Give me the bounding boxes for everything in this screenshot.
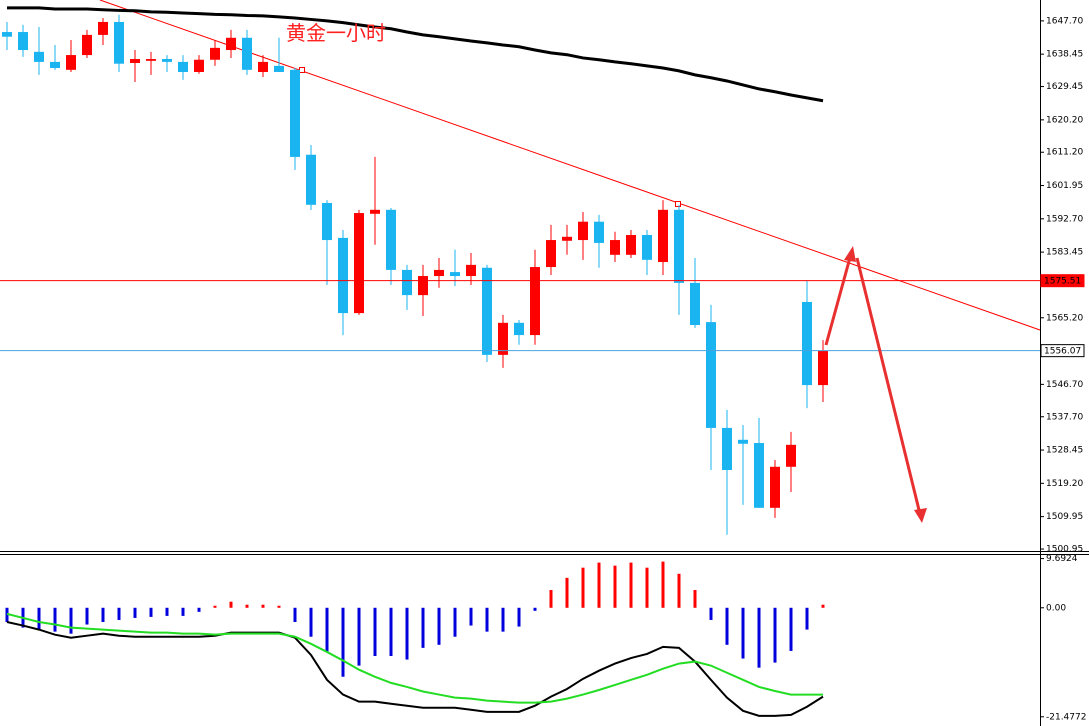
macd-line bbox=[6, 612, 823, 704]
candle-body bbox=[130, 59, 140, 63]
candle-body bbox=[162, 59, 172, 62]
trendline-anchor bbox=[675, 201, 681, 207]
arrow-head bbox=[844, 246, 856, 262]
candle-body bbox=[786, 444, 796, 467]
candle-body bbox=[226, 37, 236, 51]
candle-body bbox=[418, 276, 428, 296]
arrow-head bbox=[914, 508, 927, 523]
chart-title: 黄金一小时 bbox=[286, 21, 386, 45]
y-tick-label: 1647.70 bbox=[1046, 16, 1083, 26]
candle-body bbox=[18, 32, 28, 51]
candle-body bbox=[594, 221, 604, 243]
y-tick-label: 1509.95 bbox=[1046, 512, 1083, 522]
candle-body bbox=[498, 322, 508, 355]
candle-body bbox=[146, 59, 156, 61]
candle-body bbox=[626, 235, 636, 255]
y-tick-label: 1638.45 bbox=[1046, 50, 1083, 60]
y-tick-label: -21.4772 bbox=[1046, 712, 1086, 722]
candle-body bbox=[642, 235, 652, 260]
candle-body bbox=[290, 69, 300, 157]
macd-line bbox=[6, 621, 824, 717]
price-label-box bbox=[1040, 274, 1085, 288]
y-tick-label: 1583.45 bbox=[1046, 248, 1083, 258]
candle-body bbox=[674, 209, 684, 283]
y-tick-label: 1537.70 bbox=[1046, 412, 1083, 422]
moving-average bbox=[7, 6, 824, 103]
candle-body bbox=[546, 240, 556, 268]
candle-body bbox=[306, 154, 316, 205]
candle-body bbox=[178, 61, 188, 72]
candle-body bbox=[482, 267, 492, 355]
price-label: 1575.51 bbox=[1044, 277, 1081, 287]
candle-body bbox=[354, 213, 364, 314]
candle-body bbox=[402, 269, 412, 296]
candle-body bbox=[578, 221, 588, 241]
candle-body bbox=[450, 272, 460, 277]
candle-body bbox=[818, 350, 828, 386]
candle-body bbox=[210, 47, 220, 60]
arrow-up bbox=[824, 253, 853, 346]
candle-body bbox=[194, 59, 204, 72]
candle-body bbox=[98, 21, 108, 35]
trendline-anchor bbox=[299, 67, 305, 73]
candle-body bbox=[610, 240, 620, 255]
candle-body bbox=[242, 37, 252, 70]
candle-body bbox=[754, 443, 764, 508]
candle-body bbox=[658, 209, 668, 263]
y-tick-label: 1611.20 bbox=[1046, 148, 1083, 158]
y-tick-label: 1601.95 bbox=[1046, 181, 1083, 191]
candle-body bbox=[530, 267, 540, 336]
y-tick-label: 1528.45 bbox=[1046, 446, 1083, 456]
candle-body bbox=[370, 209, 380, 214]
candle-body bbox=[50, 61, 60, 69]
y-tick-label: 1620.20 bbox=[1046, 115, 1083, 125]
candle-body bbox=[802, 301, 812, 386]
candle-body bbox=[34, 51, 44, 62]
y-tick-label: 1519.20 bbox=[1046, 479, 1083, 489]
y-tick-label: 1500.95 bbox=[1046, 545, 1083, 555]
y-tick-label: 1592.70 bbox=[1046, 214, 1083, 224]
candle-body bbox=[322, 202, 332, 241]
price-label-box bbox=[1040, 344, 1085, 358]
forecast-arrows bbox=[824, 246, 927, 523]
candle-body bbox=[66, 55, 76, 70]
y-tick-label: 1546.70 bbox=[1046, 380, 1083, 390]
arrow-down bbox=[855, 257, 922, 515]
candle-body bbox=[562, 236, 572, 241]
candle-body bbox=[722, 427, 732, 471]
candle-body bbox=[770, 466, 780, 508]
candle-body bbox=[466, 264, 476, 277]
candle-body bbox=[706, 322, 716, 428]
candle-body bbox=[82, 34, 92, 56]
trendline bbox=[99, 0, 1041, 331]
y-tick-label: 0.00 bbox=[1046, 603, 1066, 613]
candle-body bbox=[514, 322, 524, 336]
candle-body bbox=[434, 269, 444, 277]
candle-body bbox=[690, 282, 700, 325]
candle-body bbox=[2, 32, 12, 37]
price-label: 1556.07 bbox=[1044, 347, 1081, 357]
candle-body bbox=[738, 439, 748, 444]
plot: 1647.70 1638.45 1629.45 1620.20 1611.20 1601.… bbox=[0, 6, 1086, 722]
candle-body bbox=[114, 21, 124, 64]
y-tick-label: 1565.20 bbox=[1046, 313, 1083, 323]
candle-body bbox=[274, 65, 284, 72]
y-tick-label: 1629.45 bbox=[1046, 82, 1083, 92]
candle-body bbox=[338, 237, 348, 314]
candle-body bbox=[386, 209, 396, 270]
candle-body bbox=[258, 61, 268, 72]
y-tick-label: 9.6924 bbox=[1046, 554, 1078, 564]
